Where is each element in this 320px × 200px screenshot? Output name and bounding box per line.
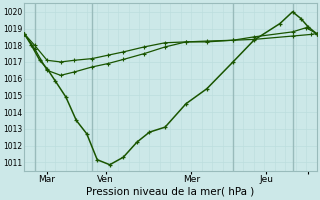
X-axis label: Pression niveau de la mer( hPa ): Pression niveau de la mer( hPa ) [86,187,254,197]
